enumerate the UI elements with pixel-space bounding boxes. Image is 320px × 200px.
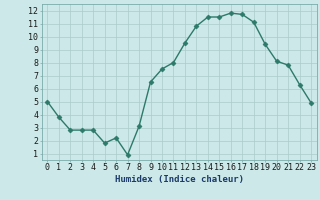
X-axis label: Humidex (Indice chaleur): Humidex (Indice chaleur) xyxy=(115,175,244,184)
